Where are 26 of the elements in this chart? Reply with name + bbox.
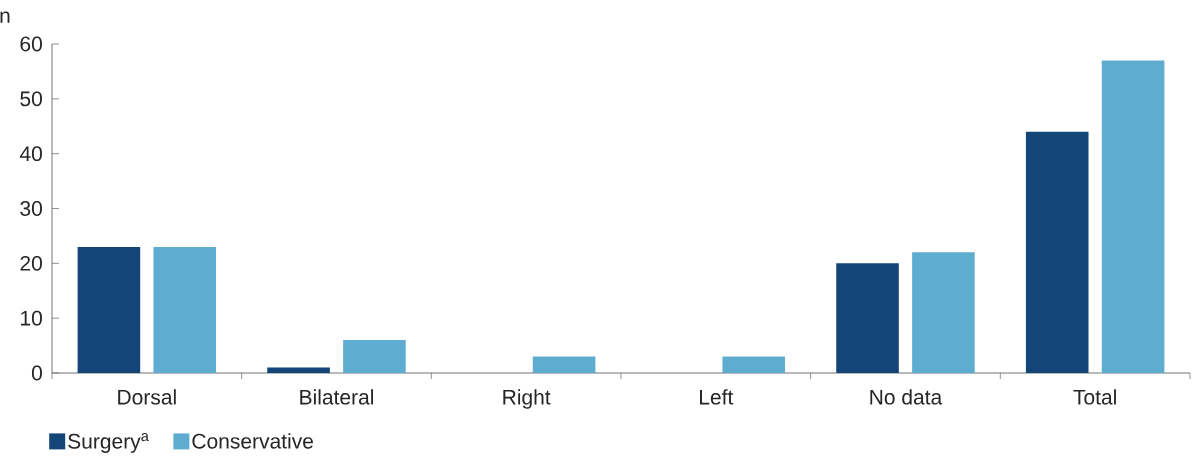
y-tick-label: 20 <box>20 255 42 271</box>
legend-label: Conservative <box>192 433 313 449</box>
bar <box>77 246 141 373</box>
x-tick-label: Total <box>1073 389 1116 405</box>
x-tick-label: Bilateral <box>300 389 374 405</box>
legend-label: Surgery$^{a}$ <box>68 433 149 453</box>
bar <box>267 367 330 373</box>
bar <box>532 356 596 373</box>
bar <box>153 246 217 373</box>
y-tick-label: 30 <box>20 201 42 216</box>
bar <box>1025 131 1089 373</box>
y-tick-label: 10 <box>21 310 42 326</box>
bar <box>722 356 786 373</box>
y-tick-label: 60 <box>20 36 42 52</box>
y-tick-label: 40 <box>19 146 42 162</box>
y-tick-label: 0 <box>31 365 42 381</box>
x-tick-label: No data <box>870 389 943 405</box>
x-tick-label: Dorsal <box>118 389 176 405</box>
x-tick-label: Left <box>700 389 734 405</box>
y-tick-label: 50 <box>20 91 42 107</box>
bar <box>836 263 899 373</box>
bar <box>912 252 975 373</box>
y-axis-title: n <box>0 11 10 23</box>
x-tick-label: Right <box>503 389 551 409</box>
bar <box>1101 60 1165 373</box>
bar <box>343 340 406 373</box>
